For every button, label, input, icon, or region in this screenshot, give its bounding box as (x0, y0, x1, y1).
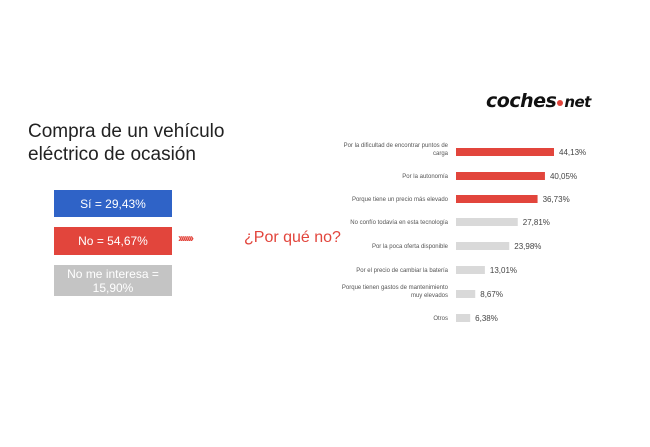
bar-7 (456, 314, 471, 322)
bar-6 (456, 290, 476, 298)
category-label-3: No confío todavía en esta tecnología (350, 220, 448, 226)
bar-value-label-2: 36,73% (543, 195, 570, 204)
bar-4 (456, 242, 510, 250)
bar-value-label-7: 6,38% (475, 314, 498, 323)
category-label-4: Por la poca oferta disponible (372, 244, 449, 250)
bar-5 (456, 266, 485, 274)
category-label-0-0: Por la dificultad de encontrar puntos de (344, 143, 449, 149)
logo-suffix-text: net (564, 93, 591, 111)
coches-net-logo: coches net (486, 90, 591, 112)
bar-0 (456, 148, 554, 156)
bar-value-label-1: 40,05% (550, 172, 577, 181)
category-label-7: Otros (433, 316, 448, 322)
summary-si-badge: Sí = 29,43% (54, 190, 172, 217)
bar-value-label-3: 27,81% (523, 218, 550, 227)
bar-value-label-5: 13,01% (490, 266, 517, 275)
summary-si-label: Sí = 29,43% (80, 196, 146, 211)
logo-dot-icon (557, 100, 564, 106)
category-label-6-0: Porque tienen gastos de mantenimiento (342, 285, 449, 291)
bar-value-label-4: 23,98% (514, 242, 541, 251)
category-label-1: Por la autonomía (402, 174, 448, 180)
category-label-2: Porque tiene un precio más elevado (352, 197, 449, 203)
bar-value-label-6: 8,67% (480, 290, 503, 299)
summary-no-label: No = 54,67% (78, 234, 148, 248)
category-label-5: Por el precio de cambiar la batería (356, 268, 448, 274)
page-title: Compra de un vehículo eléctrico de ocasi… (28, 121, 225, 165)
category-label-6-1: muy elevados (411, 293, 448, 299)
question-heading: ¿Por qué no? (244, 229, 341, 246)
summary-no-interesa-label: No me interesa = 15,90% (67, 266, 159, 295)
bar-3 (456, 218, 518, 226)
bar-1 (456, 172, 545, 180)
category-label-0-1: carga (433, 151, 449, 157)
summary-no-interesa-badge: No me interesa = 15,90% (54, 265, 172, 296)
summary-no-badge: No = 54,67% (54, 227, 172, 255)
bar-value-label-0: 44,13% (559, 148, 586, 157)
bar-2 (456, 195, 538, 203)
arrows-icon: ››››››› (178, 231, 194, 245)
logo-main-text: coches (486, 90, 557, 112)
